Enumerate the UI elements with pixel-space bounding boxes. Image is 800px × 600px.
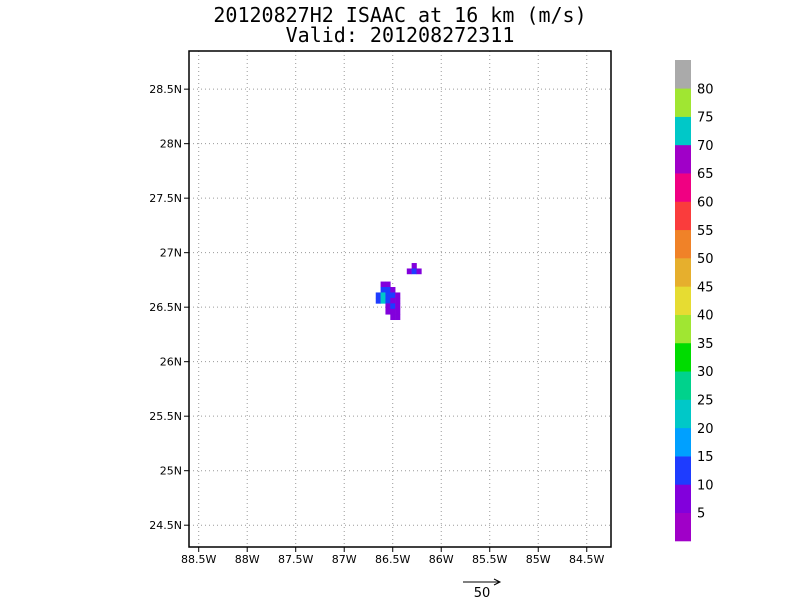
colorbar-label: 35 xyxy=(697,337,714,352)
colorbar-label: 20 xyxy=(697,422,714,437)
colorbar-swatch xyxy=(675,427,691,457)
colorbar-swatch xyxy=(675,399,691,429)
wind-speed-cell xyxy=(390,292,396,299)
x-tick-label: 86W xyxy=(429,553,454,566)
colorbar-swatch xyxy=(675,342,691,372)
colorbar-swatch xyxy=(675,88,691,117)
colorbar-swatch xyxy=(675,258,691,287)
colorbar-label: 10 xyxy=(697,478,714,493)
wind-speed-cell xyxy=(390,297,396,304)
wind-speed-cell xyxy=(406,268,412,275)
wind-speed-cell xyxy=(385,287,391,293)
wind-speed-cell xyxy=(395,314,401,321)
colorbar: 5 10 15 20 25 30 35 40 45 50 55 60 65 70 75 80 xyxy=(675,60,714,542)
colorbar-label: 30 xyxy=(697,365,714,380)
plot-frame xyxy=(188,50,612,548)
wind-speed-cell xyxy=(390,308,396,315)
colorbar-swatch xyxy=(675,314,691,344)
wind-speed-cell xyxy=(411,268,417,275)
y-tick-label: 28N xyxy=(160,138,182,151)
wind-speed-cell xyxy=(395,297,401,304)
chart-subtitle: Valid: 201208272311 xyxy=(285,23,515,47)
wind-speed-cell xyxy=(385,281,391,288)
colorbar-label: 80 xyxy=(697,82,714,97)
wind-speed-cell xyxy=(395,292,401,299)
wind-speed-cell xyxy=(395,303,401,310)
x-tick-label: 87.5W xyxy=(278,553,313,566)
y-axis-ticks: 24.5N 25N 25.5N 26N 26.5N 27N 27.5N 28N 28.5N xyxy=(149,83,189,532)
wind-speed-cell xyxy=(375,292,381,299)
colorbar-label: 60 xyxy=(697,195,714,210)
x-tick-label: 84.5W xyxy=(569,553,604,566)
wind-speed-cell xyxy=(390,287,396,293)
colorbar-label: 75 xyxy=(697,111,714,126)
colorbar-label: 65 xyxy=(697,167,714,182)
wind-speed-cell xyxy=(385,308,391,315)
wind-speed-cell xyxy=(416,268,422,275)
wind-speed-cell xyxy=(385,292,391,299)
y-tick-label: 26.5N xyxy=(149,301,182,314)
wind-speed-cell xyxy=(380,287,386,293)
wind-speed-cells xyxy=(375,263,422,321)
colorbar-label: 40 xyxy=(697,309,714,324)
x-axis-ticks: 88.5W 88W 87.5W 87W 86.5W 86W 85.5W 85W 84.5W xyxy=(181,547,605,566)
colorbar-swatch xyxy=(675,286,691,315)
reference-vector: 50 xyxy=(463,578,502,600)
wind-speed-cell xyxy=(380,281,386,288)
colorbar-swatch xyxy=(675,173,691,202)
y-tick-label: 27.5N xyxy=(149,192,182,205)
colorbar-swatch xyxy=(675,456,691,485)
wind-speed-cell xyxy=(390,303,396,310)
x-tick-label: 86.5W xyxy=(375,553,410,566)
y-tick-label: 27N xyxy=(160,247,182,260)
wind-speed-cell xyxy=(375,297,381,304)
colorbar-label: 5 xyxy=(697,507,705,522)
colorbar-swatch xyxy=(675,512,691,542)
y-tick-label: 26N xyxy=(160,356,182,369)
colorbar-swatch xyxy=(675,201,691,231)
colorbar-label: 15 xyxy=(697,450,714,465)
wind-speed-cell xyxy=(395,308,401,315)
wind-speed-cell xyxy=(390,314,396,321)
chart-title: 20120827H2 ISAAC at 16 km (m/s) xyxy=(213,3,587,27)
colorbar-swatch xyxy=(675,371,691,400)
wind-speed-cell xyxy=(385,297,391,304)
colorbar-swatch xyxy=(675,60,691,89)
wind-speed-cell xyxy=(411,263,417,269)
x-tick-label: 85.5W xyxy=(472,553,507,566)
y-tick-label: 25.5N xyxy=(149,410,182,423)
y-tick-label: 24.5N xyxy=(149,519,182,532)
reference-vector-label: 50 xyxy=(474,586,491,600)
colorbar-swatch xyxy=(675,116,691,146)
x-tick-label: 85W xyxy=(526,553,551,566)
colorbar-swatch xyxy=(675,144,691,174)
colorbar-label: 55 xyxy=(697,224,714,239)
colorbar-swatch xyxy=(675,484,691,514)
x-tick-label: 87W xyxy=(332,553,357,566)
y-tick-label: 28.5N xyxy=(149,83,182,96)
x-tick-label: 88W xyxy=(235,553,260,566)
colorbar-label: 25 xyxy=(697,394,714,409)
colorbar-swatch xyxy=(675,229,691,259)
x-tick-label: 88.5W xyxy=(181,553,216,566)
y-tick-label: 25N xyxy=(160,465,182,478)
wind-speed-cell xyxy=(380,292,386,299)
reference-vector-arrowhead xyxy=(493,578,502,586)
wind-speed-cell xyxy=(380,297,386,304)
colorbar-label: 50 xyxy=(697,252,714,267)
colorbar-label: 70 xyxy=(697,139,714,154)
wind-speed-cell xyxy=(385,303,391,310)
colorbar-label: 45 xyxy=(697,280,714,295)
